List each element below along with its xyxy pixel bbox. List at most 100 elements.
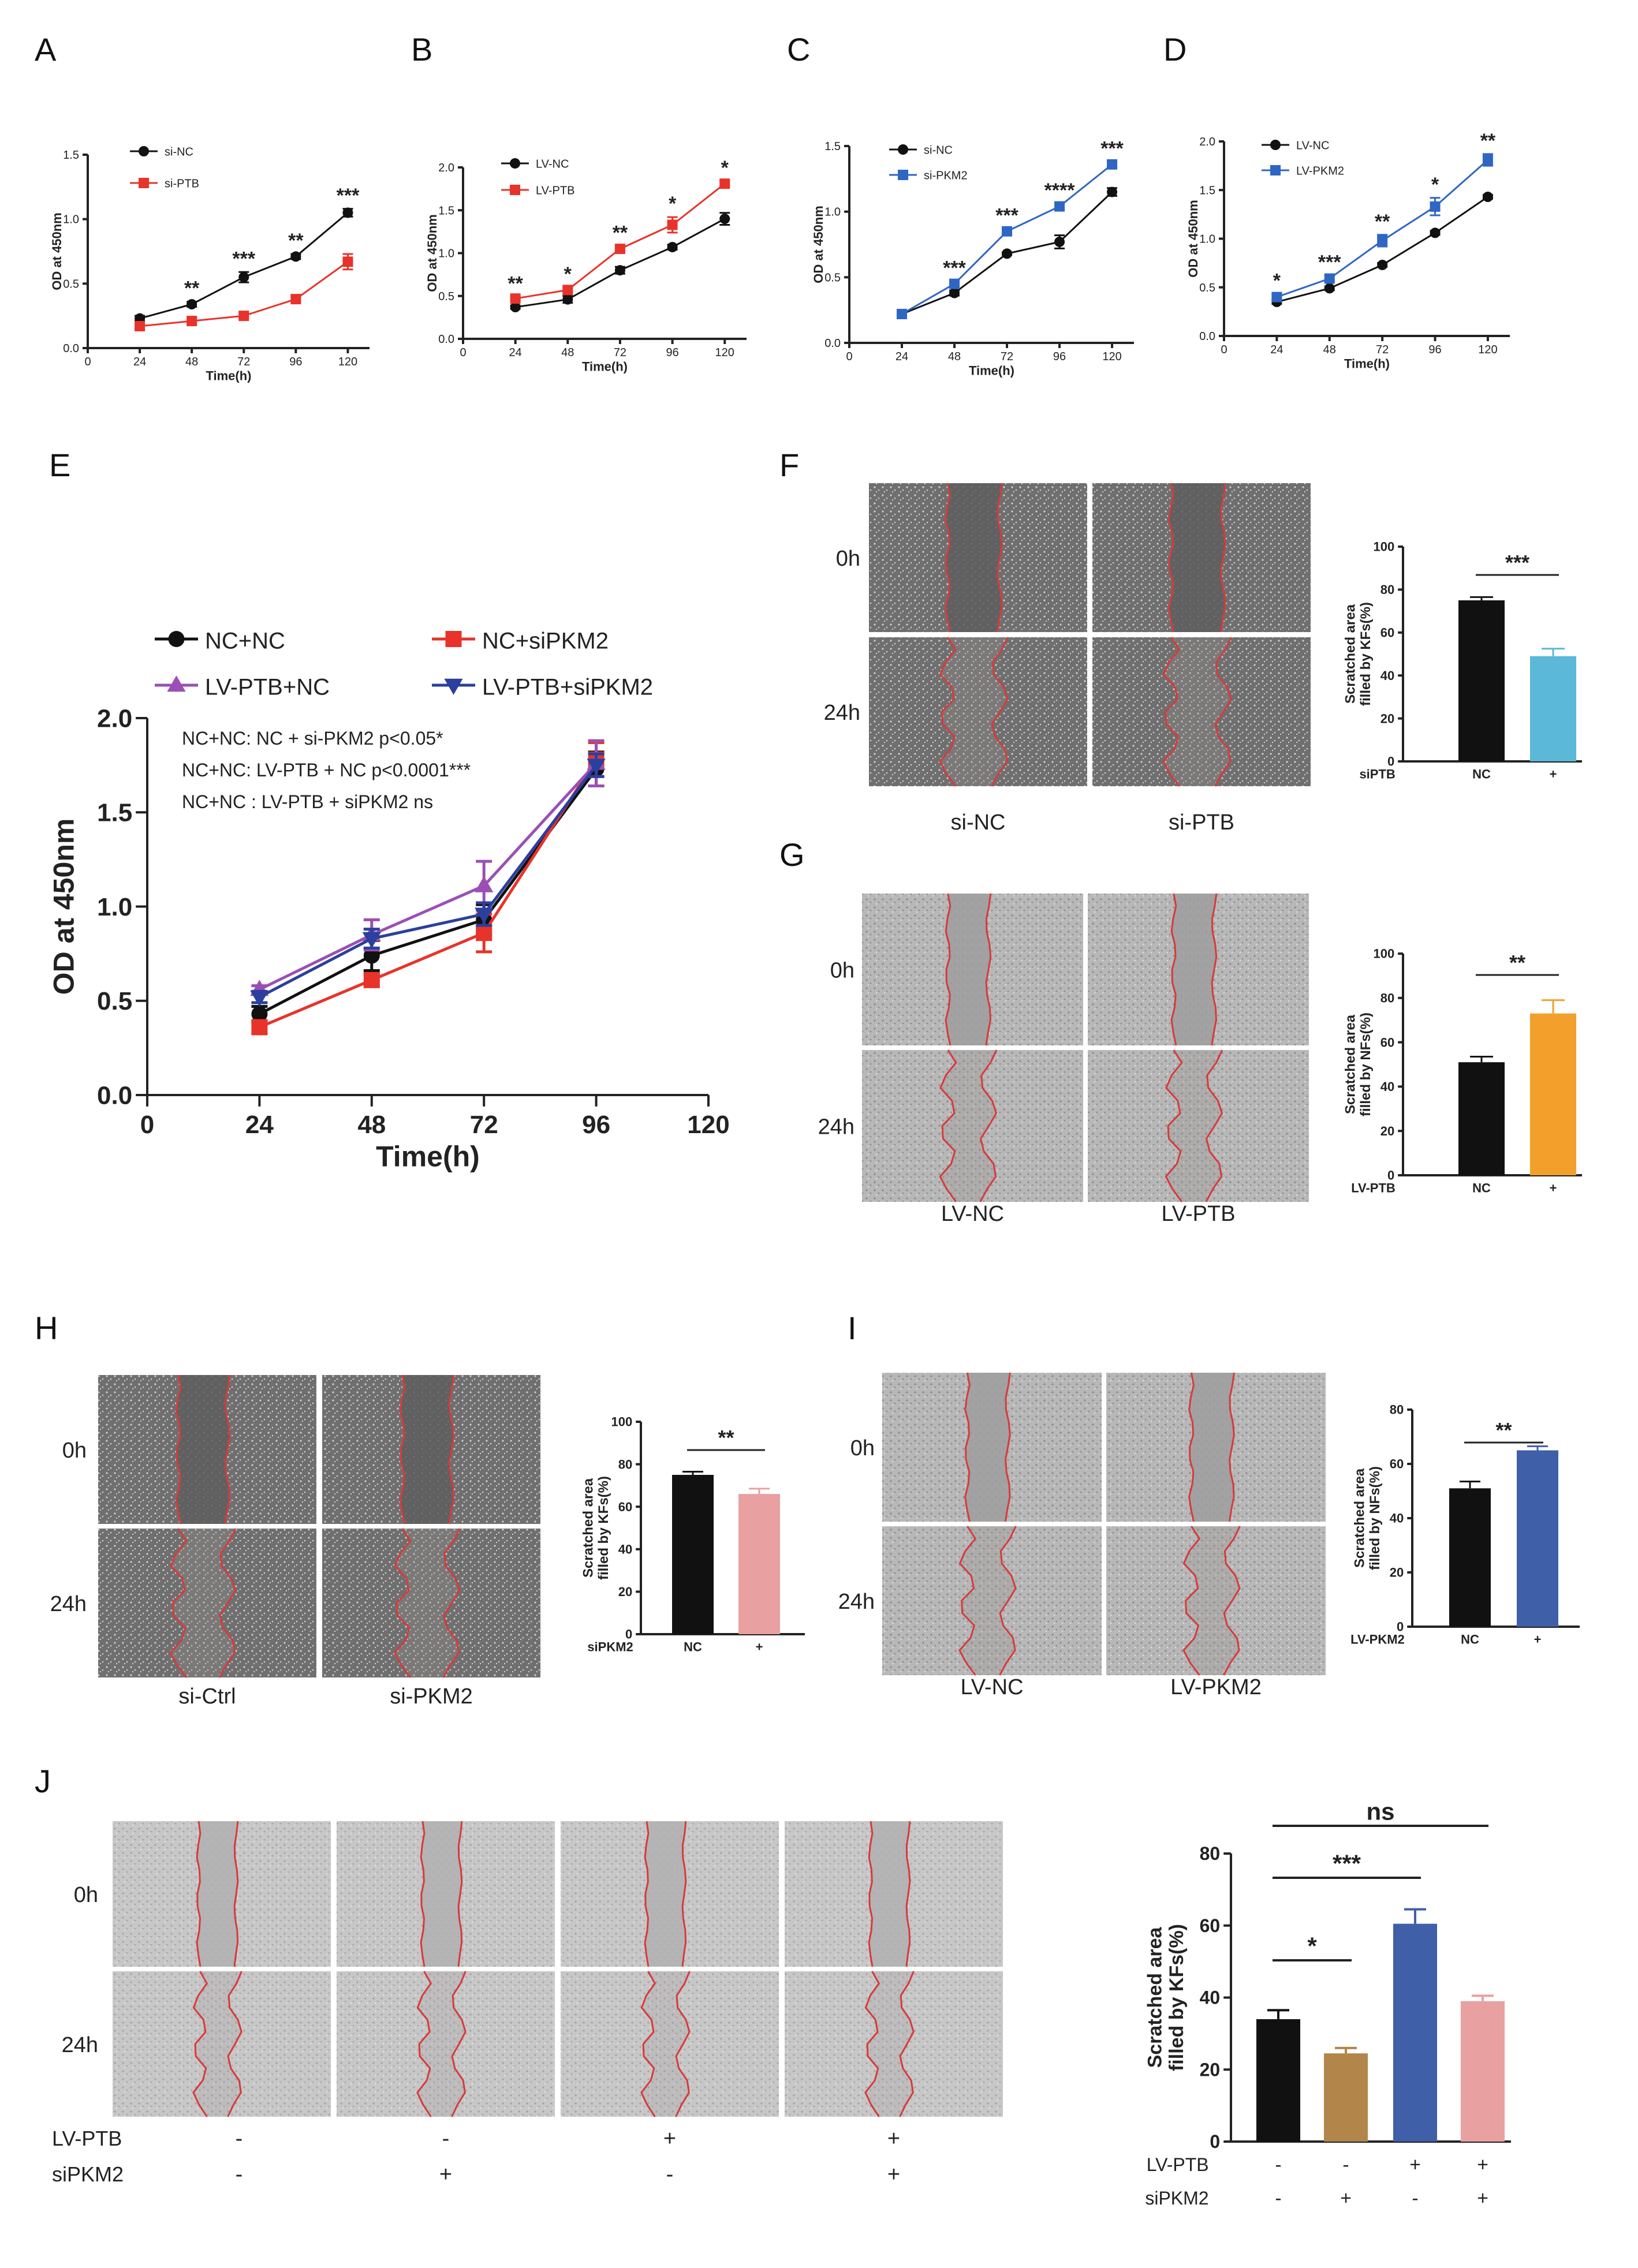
wound-edge-line: [905, 1821, 911, 1967]
significance-label: ***: [337, 185, 360, 207]
wound-edge-line: [1162, 637, 1181, 787]
legend-label: LV-PTB+siPKM2: [482, 675, 653, 700]
category-label: NC: [684, 1640, 702, 1654]
micrograph-g-0-0: [862, 893, 1083, 1046]
y-tick-label: 0: [1387, 754, 1394, 769]
legend-label: si-PTB: [165, 178, 199, 190]
y-tick-label: 1.5: [63, 149, 79, 162]
data-point: [1002, 248, 1013, 259]
x-tick-label: 72: [614, 346, 626, 359]
wound-edge-line: [1165, 1049, 1183, 1202]
condition-sign: +: [439, 2162, 452, 2187]
category-label: NC: [1472, 1181, 1491, 1195]
y-tick-label: 0.5: [824, 271, 841, 284]
micrograph-h-1-1: [322, 1528, 540, 1678]
chart-b: 0.0 0.5 1.0 1.5 2.0 0 24 48 72 96 120 Time(h) OD at …: [425, 157, 747, 373]
bar: [738, 1494, 780, 1634]
y-tick-label: 20: [1380, 711, 1394, 726]
wound-edge-line: [964, 1372, 971, 1522]
chart-h: 0 20 40 60 80 100 Scratched area filled by KFs(…: [580, 1415, 805, 1654]
wound-edge-line: [958, 1526, 977, 1676]
micrograph-g-1-1: [1088, 1049, 1309, 1202]
condition-sign: +: [1409, 2154, 1421, 2176]
y-tick-label: 0.0: [1199, 330, 1215, 343]
y-tick-label: 0.5: [438, 290, 454, 303]
data-point: [510, 293, 521, 304]
wound-edge-line: [996, 483, 1003, 633]
significance-label: ***: [1100, 137, 1124, 159]
panel-label-i: I: [848, 1310, 857, 1346]
x-axis-title: Time(h): [1344, 356, 1390, 371]
legend-label: LV-PKM2: [1296, 165, 1344, 178]
x-tick-label: 120: [338, 356, 357, 368]
y-tick-label: 100: [611, 1415, 632, 1429]
data-point: [186, 299, 197, 310]
bar: [1461, 2001, 1505, 2142]
data-point: [238, 311, 249, 322]
wound-edge-line: [939, 637, 957, 787]
y-tick-label: 40: [1200, 1987, 1221, 2008]
y-tick-label: 60: [1380, 626, 1394, 640]
y-tick-label: 80: [1390, 1403, 1404, 1417]
panel-label-g: G: [779, 836, 805, 873]
significance-label: **: [288, 230, 304, 252]
legend-marker: [1270, 165, 1281, 175]
significance-label: *: [564, 263, 572, 285]
x-tick-label: 96: [582, 1111, 610, 1139]
x-tick-label: 72: [237, 356, 250, 368]
significance-label: ***: [1318, 252, 1341, 274]
significance-label: **: [508, 272, 523, 294]
scratch-gap: [939, 637, 1008, 786]
micrograph-f-0-1: [1092, 483, 1311, 633]
panel-label-e: E: [49, 447, 70, 483]
wound-edge-line: [985, 893, 992, 1046]
condition-label: si-Ctrl: [178, 1684, 236, 1709]
data-point: [667, 242, 678, 253]
x-tick-label: 24: [1270, 343, 1283, 356]
scratch-gap: [945, 894, 991, 1045]
x-axis-title: Time(h): [376, 1141, 480, 1173]
wound-edge-line: [979, 1049, 998, 1202]
legend-label: LV-NC: [536, 158, 569, 171]
series-lv-ptb-sipkm2: [250, 752, 606, 1007]
row-label: LV-PTB: [52, 2127, 122, 2150]
time-label: 24h: [824, 701, 860, 725]
data-point: [135, 321, 145, 332]
legend-marker: [445, 631, 462, 647]
y-tick-label: 1.0: [63, 214, 79, 226]
category-label: NC: [1461, 1632, 1479, 1647]
data-point: [949, 278, 960, 289]
y-tick-label: 0: [1397, 1620, 1404, 1634]
data-point: [949, 287, 960, 298]
y-tick-label: 0: [625, 1627, 632, 1642]
x-tick-label: 96: [1053, 350, 1066, 363]
wound-edge-line: [1170, 893, 1177, 1046]
y-axis-title: OD at 450nm: [425, 214, 439, 292]
scratch-gap: [945, 483, 1002, 632]
condition-sign: -: [1342, 2154, 1349, 2176]
data-point: [1324, 273, 1335, 284]
wound-edge-line: [399, 1374, 406, 1525]
wound-edge-line: [1211, 893, 1218, 1046]
row-label: LV-PTB: [1147, 2154, 1209, 2175]
legend-label: LV-PTB+NC: [205, 675, 330, 700]
y-tick-label: 1.5: [97, 799, 132, 827]
x-tick-label: 0: [1221, 343, 1227, 356]
x-axis-title: Time(h): [582, 359, 628, 373]
category-label: NC: [1472, 767, 1491, 782]
time-label: 24h: [838, 1590, 875, 1614]
micrograph-g-0-1: [1088, 893, 1309, 1046]
wound-edge-line: [991, 637, 1009, 787]
scratch-gap: [869, 1821, 910, 1967]
stats-line: NC+NC: NC + si-PKM2 p<0.05*: [182, 728, 443, 749]
wound-edge-line: [945, 893, 952, 1046]
condition-sign: -: [236, 2127, 243, 2151]
micrograph-j-1-1: [337, 1971, 555, 2117]
x-tick-label: 48: [357, 1111, 386, 1139]
x-tick-label: 0: [460, 346, 466, 359]
wound-edge-line: [899, 1971, 915, 2117]
condition-label: LV-NC: [960, 1675, 1023, 1699]
series-lv-nc: [1271, 192, 1493, 308]
x-tick-label: 96: [1428, 343, 1441, 356]
